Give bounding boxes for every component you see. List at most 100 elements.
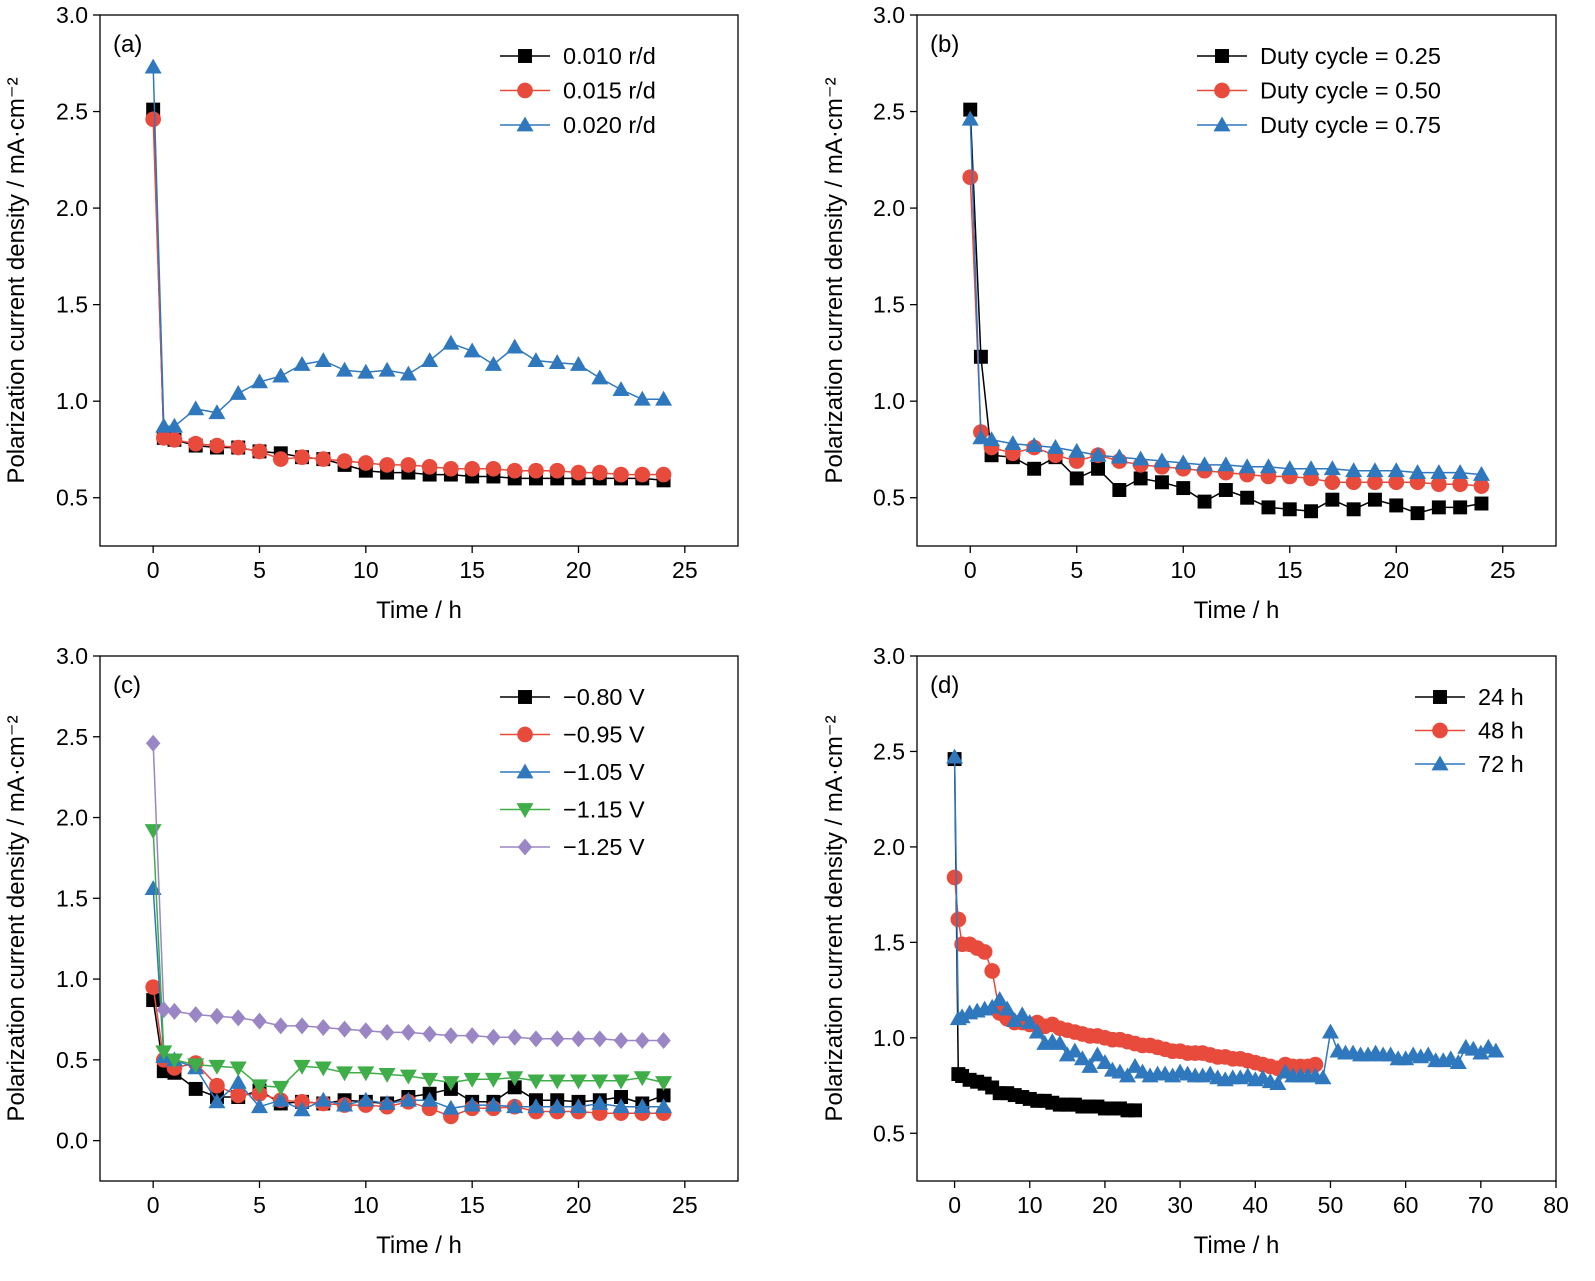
- y-tick-label: 0.5: [873, 1120, 905, 1146]
- data-point: [946, 869, 963, 886]
- y-tick-label: 1.0: [56, 388, 88, 414]
- data-point: [421, 459, 438, 475]
- data-point: [229, 1073, 247, 1089]
- legend-marker: [516, 803, 534, 818]
- y-tick-label: 3.0: [56, 2, 88, 28]
- data-point: [422, 1025, 437, 1043]
- data-point: [984, 963, 1000, 979]
- data-point: [379, 457, 395, 473]
- x-tick-label: 30: [1167, 1192, 1193, 1218]
- y-tick-label: 0.5: [56, 485, 88, 511]
- data-point: [484, 1096, 502, 1112]
- legend-label: Duty cycle = 0.50: [1260, 78, 1441, 104]
- data-point: [294, 449, 310, 465]
- data-point: [506, 1071, 524, 1087]
- y-tick-label: 0.5: [56, 1047, 88, 1073]
- series-3: [144, 824, 673, 1096]
- data-point: [1409, 464, 1427, 480]
- data-point: [548, 1074, 566, 1090]
- data-point: [983, 998, 1001, 1014]
- chart-panel: 0 5 10 15 20 25 0.0 0.5 1.0 1.5 2.0 2.5 3.0 Time / h P…: [3, 643, 739, 1259]
- data-point: [314, 1091, 332, 1107]
- legend-marker: [518, 49, 532, 63]
- series-0: [947, 752, 1142, 1118]
- legend-marker: [517, 82, 533, 99]
- x-tick-label: 40: [1242, 1192, 1268, 1218]
- data-point: [1128, 1103, 1142, 1118]
- data-point: [464, 460, 480, 477]
- x-tick-label: 25: [672, 1192, 698, 1218]
- legend-marker: [1432, 722, 1448, 739]
- data-point: [1176, 481, 1191, 496]
- legend-label: −1.25 V: [563, 834, 645, 860]
- data-point: [953, 1008, 971, 1024]
- x-tick-label: 80: [1543, 1192, 1569, 1218]
- data-point: [1324, 474, 1341, 491]
- legend-label: 48 h: [1478, 718, 1524, 744]
- data-point: [188, 1006, 203, 1024]
- data-point: [316, 1019, 331, 1037]
- panel-label: (d): [930, 672, 959, 699]
- data-point: [252, 1012, 267, 1030]
- data-point: [378, 1094, 396, 1110]
- data-point: [1164, 1067, 1182, 1083]
- series-line: [152, 119, 664, 476]
- data-point: [144, 824, 162, 839]
- legend-marker: [517, 726, 533, 743]
- data-point: [357, 1066, 375, 1082]
- y-tick-label: 1.5: [56, 885, 88, 911]
- y-tick-label: 1.0: [56, 966, 88, 992]
- legend-marker: [516, 116, 534, 132]
- data-point: [293, 1101, 311, 1117]
- data-point: [145, 979, 161, 995]
- data-point: [1261, 500, 1276, 515]
- legend: Duty cycle = 0.25 Duty cycle = 0.50 Duty c…: [1197, 43, 1441, 138]
- data-point: [570, 355, 587, 371]
- panel-label: (c): [113, 672, 141, 699]
- data-point: [1073, 1050, 1091, 1066]
- data-point: [1021, 1014, 1039, 1029]
- data-point: [656, 1088, 671, 1103]
- y-tick-label: 1.0: [873, 388, 905, 414]
- data-point: [1419, 1046, 1437, 1062]
- data-point: [401, 1023, 416, 1041]
- series-2: [144, 58, 673, 433]
- data-point: [486, 1028, 501, 1046]
- y-tick-label: 3.0: [873, 643, 905, 669]
- y-tick-label: 0.0: [56, 1128, 88, 1154]
- panel-label: (a): [113, 31, 142, 58]
- data-point: [1069, 471, 1084, 486]
- data-point: [336, 1096, 354, 1112]
- data-point: [1051, 1035, 1069, 1050]
- data-point: [1307, 1056, 1324, 1073]
- y-tick-label: 3.0: [56, 643, 88, 669]
- data-point: [399, 1069, 417, 1085]
- series-0: [146, 102, 671, 488]
- data-point: [634, 466, 651, 483]
- data-point: [155, 417, 173, 433]
- data-point: [464, 1027, 480, 1045]
- series-line: [152, 109, 664, 482]
- data-point: [293, 1059, 311, 1075]
- data-point: [983, 431, 1001, 447]
- data-point: [208, 1093, 226, 1109]
- data-point: [961, 110, 979, 126]
- data-point: [165, 417, 183, 433]
- data-point: [655, 1076, 673, 1091]
- data-point: [633, 1098, 651, 1114]
- data-point: [209, 1007, 225, 1025]
- data-point: [1397, 1050, 1415, 1066]
- data-point: [208, 404, 226, 420]
- data-point: [1025, 437, 1043, 452]
- legend-marker: [1215, 49, 1229, 63]
- data-point: [399, 365, 417, 381]
- y-tick-label: 3.0: [873, 2, 905, 28]
- series-1: [145, 111, 672, 483]
- data-point: [1058, 1046, 1076, 1062]
- x-tick-label: 25: [1490, 557, 1516, 583]
- data-point: [1218, 483, 1233, 497]
- data-point: [166, 431, 183, 448]
- legend-label: Duty cycle = 0.25: [1260, 43, 1441, 69]
- data-point: [443, 1027, 459, 1045]
- data-point: [1314, 1069, 1332, 1085]
